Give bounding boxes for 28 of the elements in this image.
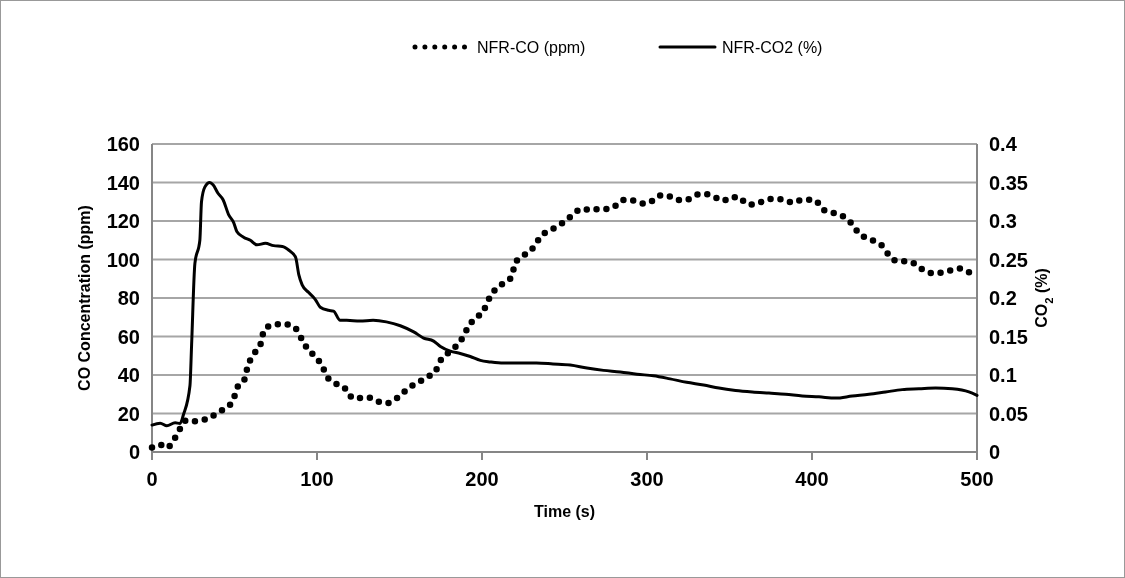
y2-tick-label: 0 [989, 441, 1001, 463]
x-tick-label: 500 [960, 468, 994, 490]
y2-tick-label: 0.15 [989, 325, 1028, 348]
y2-tick-label: 0.35 [989, 171, 1028, 194]
y-tick-label: 140 [106, 171, 140, 194]
y-tick-label: 60 [117, 325, 140, 348]
x-axis-title: Time (s) [533, 503, 596, 520]
y2-tick-label: 0.05 [989, 402, 1028, 425]
legend-label: NFR-CO2 (%) [722, 39, 823, 56]
x-tick-label: 100 [300, 468, 334, 490]
x-tick-label: 0 [146, 468, 158, 490]
x-tick-label: 400 [795, 468, 829, 490]
y2-tick-label: 0.2 [989, 287, 1017, 309]
y-tick-label: 20 [117, 402, 140, 425]
x-tick-label: 200 [465, 468, 499, 490]
y-axis-title: CO Concentration (ppm) [76, 205, 93, 391]
y2-tick-label: 0.25 [989, 248, 1028, 271]
y2-tick-label: 0.4 [989, 133, 1018, 155]
y-tick-label: 40 [117, 364, 140, 386]
y-tick-label: 80 [117, 287, 140, 309]
y-tick-label: 0 [128, 441, 140, 463]
legend-label: NFR-CO (ppm) [477, 39, 586, 56]
y-tick-label: 160 [106, 133, 140, 155]
y-tick-label: 100 [106, 248, 140, 271]
y2-tick-label: 0.3 [989, 210, 1017, 232]
y-tick-label: 120 [106, 210, 140, 232]
x-tick-label: 300 [630, 468, 664, 490]
y2-tick-label: 0.1 [989, 364, 1017, 386]
